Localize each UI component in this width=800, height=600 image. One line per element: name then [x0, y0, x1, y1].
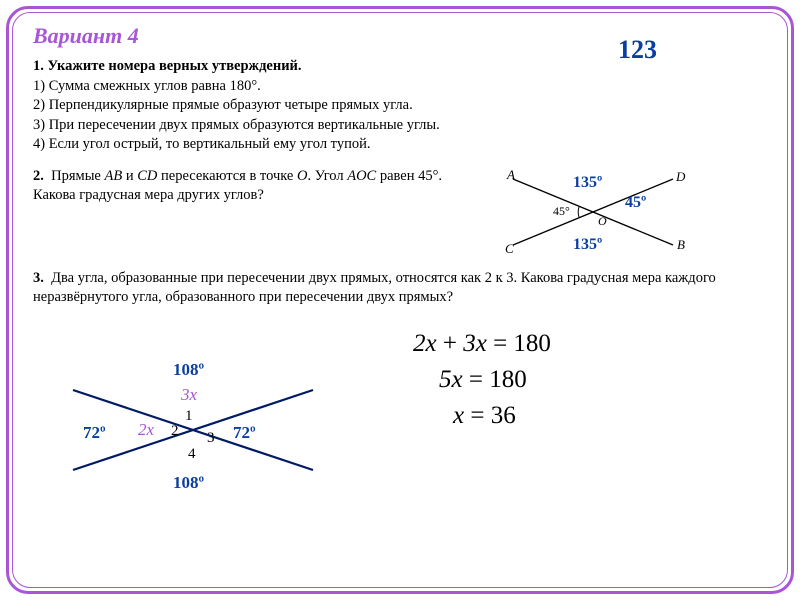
p3-equations: 2x + 3x = 180 5x = 180 x = 36 — [413, 330, 551, 438]
p1-item-2: 2) Перпендикулярные прямые образуют четы… — [33, 97, 413, 113]
p2-diagram: A D B C O 45° 135º 45º 135º — [453, 167, 733, 257]
xlabel-left: 2x — [138, 420, 155, 439]
problem-3-figure: 1 2 3 4 3x 2x 108º 72º 108º 72º 2x + 3x … — [33, 320, 767, 520]
p3-body: Два угла, образованные при пересечении д… — [33, 270, 716, 306]
problem-1: 1. Укажите номера верных утверждений. 1)… — [33, 57, 767, 155]
p1-lead: 1. Укажите номера верных утверждений. — [33, 58, 302, 74]
ans-boc: 135º — [573, 236, 602, 253]
val-top: 108º — [173, 360, 205, 379]
label-A: A — [506, 167, 515, 182]
q2: 2 — [171, 423, 179, 439]
label-B: B — [677, 237, 685, 252]
q1: 1 — [185, 408, 193, 424]
p1-item-1: 1) Сумма смежных углов равна 180°. — [33, 78, 261, 94]
q3: 3 — [207, 430, 215, 446]
problem-3-text: 3. Два угла, образованные при пересечени… — [33, 269, 767, 308]
label-C: C — [505, 241, 514, 256]
q4: 4 — [188, 446, 196, 462]
ans-bod: 45º — [625, 194, 646, 211]
eq-1: 2x + 3x = 180 — [413, 330, 551, 358]
ans-aod: 135º — [573, 174, 602, 191]
label-O: O — [598, 214, 607, 228]
p1-answer: 123 — [618, 35, 657, 65]
p1-item-3: 3) При пересечении двух прямых образуютс… — [33, 117, 440, 133]
p2-figure: A D B C O 45° 135º 45º 135º — [453, 167, 733, 257]
xlabel-top: 3x — [180, 385, 198, 404]
eq-2: 5x = 180 — [413, 366, 551, 394]
val-bottom: 108º — [173, 473, 205, 492]
p3-diagram: 1 2 3 4 3x 2x 108º 72º 108º 72º — [33, 320, 363, 510]
p1-item-4: 4) Если угол острый, то вертикальный ему… — [33, 136, 370, 152]
val-right: 72º — [233, 423, 256, 442]
p2-text: 2. Прямые AB и CD пересекаются в точке O… — [33, 167, 443, 206]
problem-2: 2. Прямые AB и CD пересекаются в точке O… — [33, 167, 767, 257]
label-D: D — [675, 169, 686, 184]
val-left: 72º — [83, 423, 106, 442]
page-content: Вариант 4 123 1. Укажите номера верных у… — [12, 12, 788, 588]
given-angle: 45° — [553, 204, 570, 218]
eq-3: x = 36 — [413, 402, 551, 430]
